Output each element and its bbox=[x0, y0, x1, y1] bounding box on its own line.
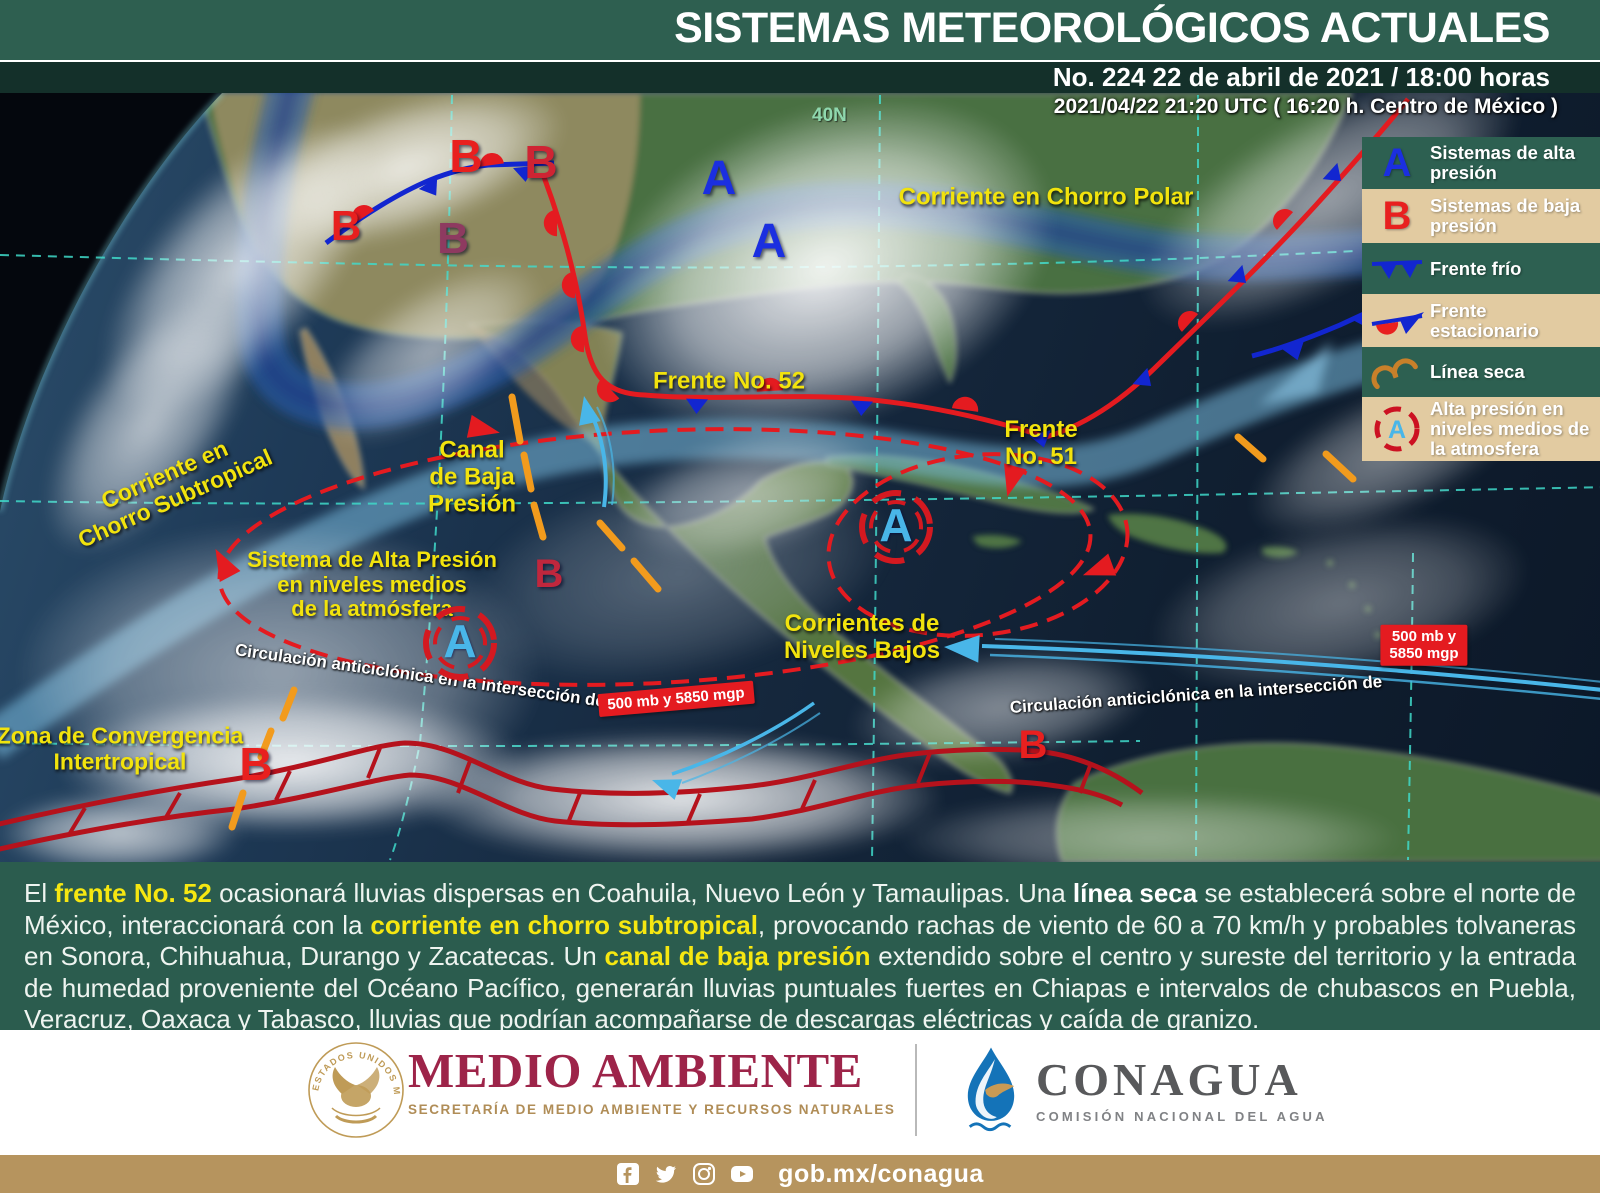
title-bar: SISTEMAS METEOROLÓGICOS ACTUALES bbox=[0, 0, 1600, 62]
map-label: Zona de Convergencia Intertropical bbox=[0, 722, 244, 774]
twitter-icon[interactable] bbox=[654, 1162, 678, 1186]
stationary-front-icon bbox=[1364, 304, 1430, 338]
pressure-letter-A: A bbox=[751, 215, 787, 268]
instagram-icon[interactable] bbox=[692, 1162, 716, 1186]
map-legend: A Sistemas de alta presión B Sistemas de… bbox=[1362, 137, 1600, 461]
anticyclonic-circulation bbox=[217, 427, 1130, 687]
legend-row-low-pressure: B Sistemas de baja presión bbox=[1362, 189, 1600, 243]
page-title: SISTEMAS METEOROLÓGICOS ACTUALES bbox=[674, 4, 1550, 52]
map-label: Sistema de Alta Presión en niveles medio… bbox=[247, 547, 497, 622]
water-drop-icon bbox=[967, 1047, 1015, 1132]
pressure-letter-B: B bbox=[534, 552, 564, 596]
medio-ambiente-logo: MEDIO AMBIENTE SECRETARÍA DE MEDIO AMBIE… bbox=[408, 1046, 895, 1117]
map-label: Frente No. 52 bbox=[652, 367, 806, 395]
map-label: Corriente en Chorro Polar bbox=[898, 183, 1194, 211]
forecast-text: El frente No. 52 ocasionará lluvias disp… bbox=[24, 878, 1576, 1034]
trough-dashes bbox=[228, 393, 1357, 831]
pressure-letter-B: B bbox=[524, 136, 558, 188]
low-level-current-arrows bbox=[587, 406, 1600, 784]
legend-row-dry-line: Línea seca bbox=[1362, 347, 1600, 397]
conagua-logo: CONAGUA COMISIÓN NACIONAL DEL AGUA bbox=[962, 1044, 1328, 1136]
conagua-wordmark: CONAGUA bbox=[1036, 1053, 1302, 1105]
facebook-icon[interactable] bbox=[616, 1162, 640, 1186]
legend-row-stationary-front: Frente estacionario bbox=[1362, 294, 1600, 347]
low-pressure-icon: B bbox=[1382, 194, 1412, 238]
map-label: Canal de Baja Presión bbox=[427, 436, 517, 518]
bulletin-number-date: No. 224 22 de abril de 2021 / 18:00 hora… bbox=[1052, 62, 1550, 92]
high-pressure-icon: A bbox=[1382, 141, 1412, 185]
legend-row-cold-front: Frente frío bbox=[1362, 243, 1600, 294]
footer: ESTADOS UNIDOS MEXICANOS MEDIO AMBIENTE … bbox=[0, 1030, 1600, 1155]
legend-row-high-pressure: A Sistemas de alta presión bbox=[1362, 137, 1600, 189]
pressure-letter-B: B bbox=[437, 214, 469, 263]
youtube-icon[interactable] bbox=[730, 1162, 754, 1186]
cloud-mass bbox=[900, 793, 1400, 862]
pressure-letter-B: B bbox=[239, 738, 273, 790]
legend-row-mid-level-high: A Alta presión en niveles medios de la a… bbox=[1362, 397, 1600, 461]
utc-timestamp: 2021/04/22 21:20 UTC ( 16:20 h. Centro d… bbox=[1053, 95, 1558, 118]
mid-level-high-symbol: A bbox=[854, 485, 938, 569]
synoptic-overlay bbox=[0, 97, 1600, 852]
svg-text:A: A bbox=[1388, 416, 1406, 444]
mid-level-high-symbol: A bbox=[418, 601, 502, 685]
medio-ambiente-subtitle: SECRETARÍA DE MEDIO AMBIENTE Y RECURSOS … bbox=[408, 1102, 896, 1117]
pressure-level-badge: 500 mb y 5850 mgp bbox=[1380, 624, 1468, 666]
mexico-coat-of-arms: ESTADOS UNIDOS MEXICANOS bbox=[302, 1030, 406, 1147]
medio-ambiente-wordmark: MEDIO AMBIENTE bbox=[408, 1043, 863, 1098]
stationary-front-northwest bbox=[324, 151, 555, 246]
map-label: Corrientes de Niveles Bajos bbox=[783, 610, 941, 664]
subtitle-bar: No. 224 22 de abril de 2021 / 18:00 hora… bbox=[0, 62, 1600, 93]
dry-line-icon bbox=[1364, 351, 1430, 393]
pressure-letter-B: B bbox=[1018, 723, 1048, 767]
social-bar: gob.mx/conagua bbox=[0, 1155, 1600, 1193]
conagua-subtitle: COMISIÓN NACIONAL DEL AGUA bbox=[1036, 1108, 1328, 1124]
pressure-letter-B: B bbox=[449, 130, 483, 182]
pressure-letter-A: A bbox=[701, 152, 737, 205]
mid-level-high-icon: A bbox=[1364, 401, 1430, 457]
gob-mx-url[interactable]: gob.mx/conagua bbox=[778, 1159, 984, 1188]
footer-divider bbox=[915, 1044, 917, 1136]
bottom-strip bbox=[0, 1193, 1600, 1200]
earth-limb bbox=[0, 93, 224, 512]
satellite-map: 2021/04/22 21:20 UTC ( 16:20 h. Centro d… bbox=[0, 93, 1600, 862]
front-52-51 bbox=[541, 97, 1410, 451]
map-label: Frente No. 51 bbox=[1004, 416, 1078, 470]
forecast-summary: El frente No. 52 ocasionará lluvias disp… bbox=[0, 862, 1600, 1034]
pressure-letter-B: B bbox=[330, 202, 362, 249]
latitude-label: 40N bbox=[812, 105, 847, 126]
cold-front-icon bbox=[1364, 255, 1430, 283]
